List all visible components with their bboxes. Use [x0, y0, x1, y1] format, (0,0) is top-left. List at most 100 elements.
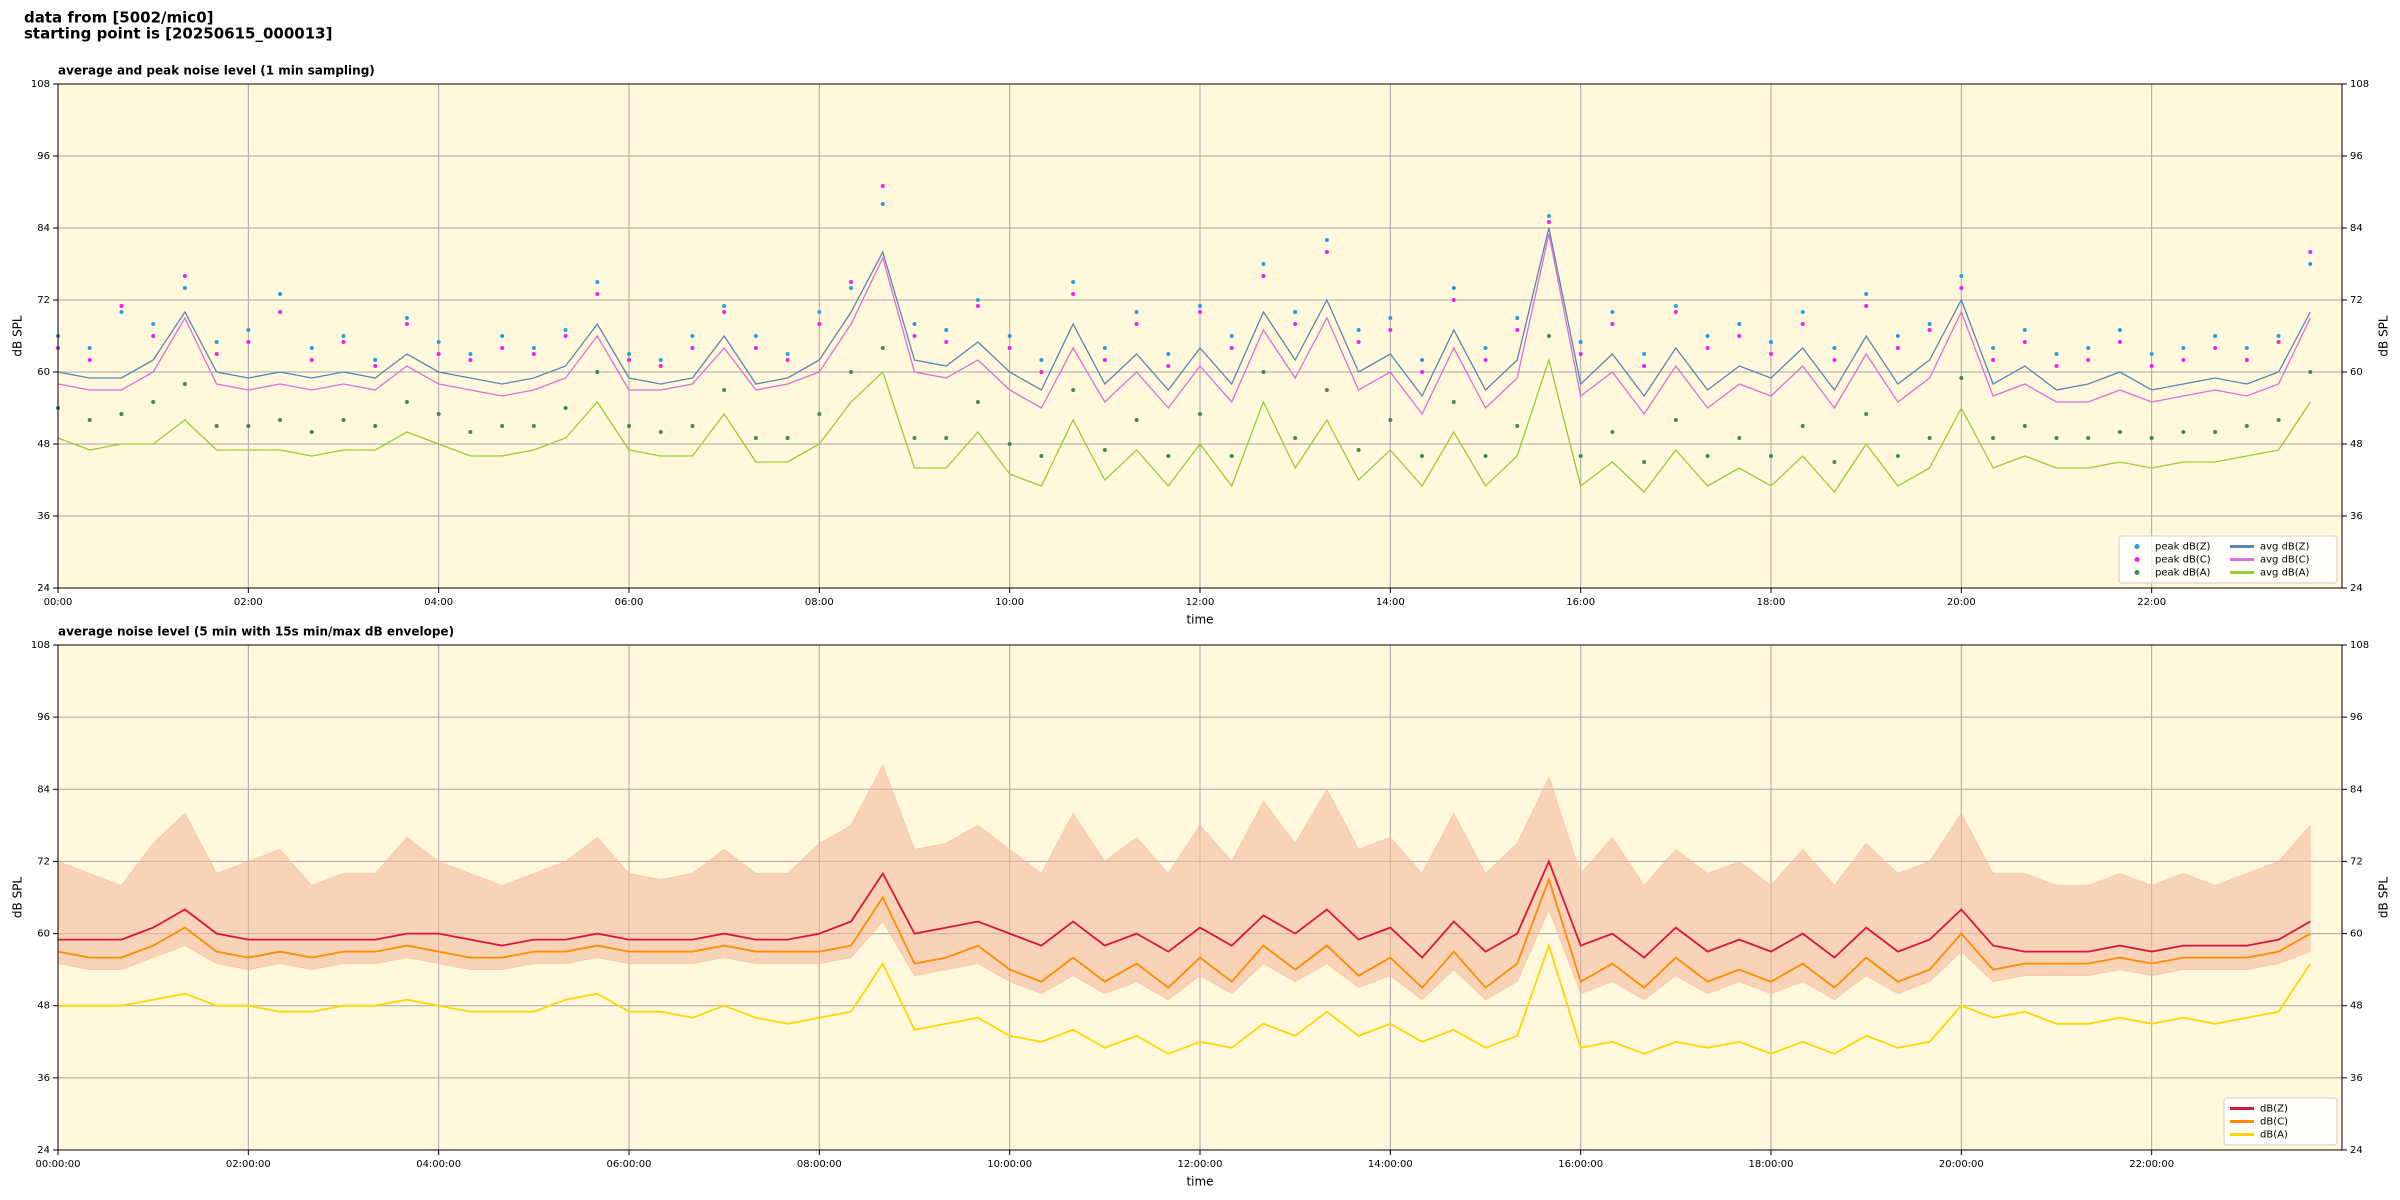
peak-point — [404, 322, 409, 326]
peak-point — [182, 274, 187, 278]
peak-point — [1705, 346, 1710, 350]
peak-point — [1261, 262, 1266, 266]
peak-point — [1546, 220, 1551, 224]
peak-point — [2022, 424, 2027, 428]
x-tick-label: 04:00 — [424, 597, 453, 608]
y-tick-label-right: 60 — [2350, 929, 2363, 940]
peak-point — [1166, 352, 1171, 356]
header-line: starting point is [20250615_000013] — [24, 25, 332, 43]
peak-point — [1991, 436, 1996, 440]
y-tick-label: 48 — [37, 1001, 50, 1012]
peak-point — [690, 346, 695, 350]
peak-point — [1451, 286, 1456, 290]
peak-point — [1261, 274, 1266, 278]
peak-point — [341, 340, 346, 344]
peak-point — [182, 286, 187, 290]
peak-point — [1927, 322, 1932, 326]
peak-point — [436, 340, 441, 344]
peak-point — [1832, 460, 1837, 464]
peak-point — [1800, 322, 1805, 326]
peak-point — [722, 310, 727, 314]
peak-point — [1546, 214, 1551, 218]
peak-point — [1356, 448, 1361, 452]
peak-point — [436, 412, 441, 416]
peak-point — [1102, 448, 1107, 452]
peak-point — [1673, 418, 1678, 422]
peak-point — [1388, 418, 1393, 422]
peak-point — [404, 316, 409, 320]
peak-point — [1388, 316, 1393, 320]
peak-point — [595, 292, 600, 296]
legend-marker — [2134, 544, 2140, 549]
series-line — [57, 233, 2311, 416]
peak-point — [1864, 304, 1869, 308]
peak-point — [1166, 364, 1171, 368]
legend-label: dB(A) — [2260, 1130, 2288, 1141]
y-tick-label: 24 — [37, 1145, 50, 1156]
peak-point — [1673, 304, 1678, 308]
peak-point — [1991, 358, 1996, 362]
peak-point — [849, 280, 854, 284]
peak-point — [1737, 436, 1742, 440]
x-tick-label: 16:00 — [1566, 597, 1595, 608]
peak-point — [151, 400, 156, 404]
peak-point — [1769, 352, 1773, 356]
peak-point — [690, 334, 695, 338]
y-tick-label-right: 48 — [2350, 439, 2363, 450]
peak-point — [1039, 358, 1044, 362]
peak-point — [880, 346, 885, 350]
peak-point — [1356, 340, 1361, 344]
peak-point — [1769, 340, 1773, 344]
x-tick-label: 10:00 — [995, 597, 1024, 608]
peak-point — [1578, 340, 1583, 344]
peak-point — [2244, 424, 2249, 428]
y-axis-label: dB SPL — [11, 315, 25, 357]
series-line — [58, 942, 2312, 1055]
peak-point — [1800, 424, 1805, 428]
peak-point — [912, 334, 917, 338]
peak-point — [2308, 250, 2313, 254]
x-axis-label: time — [1186, 1175, 1213, 1189]
peak-point — [2213, 334, 2218, 338]
y-tick-label-right: 84 — [2350, 223, 2363, 234]
y-tick-label: 108 — [31, 79, 50, 90]
peak-point — [690, 424, 695, 428]
y-axis-label-right: dB SPL — [2377, 315, 2391, 357]
y-tick-label: 84 — [37, 223, 50, 234]
x-tick-label: 00:00 — [44, 597, 73, 608]
peak-point — [119, 310, 124, 314]
peak-point — [531, 424, 536, 428]
x-tick-label: 18:00:00 — [1749, 1159, 1794, 1170]
y-axis-label-right: dB SPL — [2377, 877, 2391, 919]
peak-point — [2117, 328, 2122, 332]
peak-point — [2054, 364, 2059, 368]
peak-point — [1166, 454, 1171, 458]
y-tick-label: 96 — [37, 151, 50, 162]
y-tick-label-right: 84 — [2350, 784, 2363, 795]
peak-point — [1895, 454, 1900, 458]
legend-label: dB(C) — [2260, 1117, 2288, 1128]
peak-point — [309, 358, 314, 362]
y-tick-label-right: 60 — [2350, 367, 2363, 378]
legend-label: avg dB(A) — [2260, 568, 2310, 579]
peak-point — [1959, 274, 1964, 278]
peak-point — [87, 418, 92, 422]
peak-point — [1515, 328, 1520, 332]
peak-point — [278, 310, 283, 314]
peak-point — [1134, 418, 1139, 422]
y-tick-label-right: 72 — [2350, 295, 2363, 306]
peak-point — [944, 328, 949, 332]
peak-point — [341, 418, 346, 422]
peak-point — [1293, 436, 1298, 440]
peak-point — [1356, 328, 1361, 332]
peak-point — [658, 358, 663, 362]
peak-point — [2213, 346, 2218, 350]
peak-point — [2244, 346, 2249, 350]
x-tick-label: 00:00:00 — [36, 1159, 81, 1170]
peak-point — [151, 334, 156, 338]
chart-title: average and peak noise level (1 min samp… — [58, 64, 375, 78]
x-tick-label: 16:00:00 — [1558, 1159, 1603, 1170]
peak-point — [1515, 316, 1520, 320]
y-tick-label: 60 — [37, 929, 50, 940]
y-tick-label: 36 — [37, 1073, 50, 1084]
